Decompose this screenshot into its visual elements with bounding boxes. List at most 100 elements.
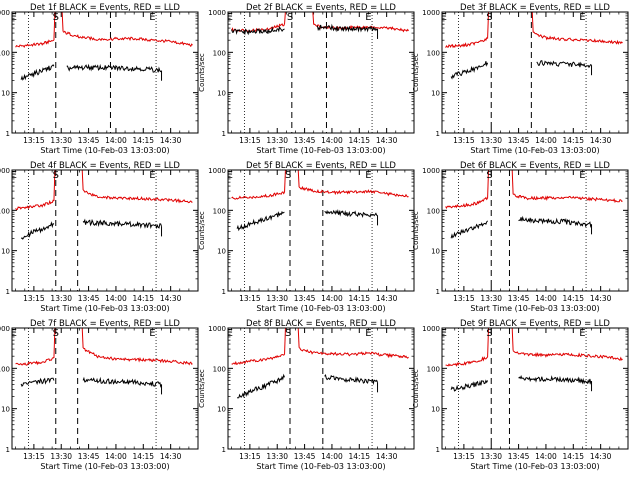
y-tick-label: 1000 [422, 9, 440, 17]
y-tick-label: 1000 [0, 167, 10, 175]
y-tick-label: 100 [213, 365, 226, 373]
y-tick-label: 1000 [208, 325, 226, 333]
series-events-line [82, 218, 162, 230]
interval-marker-e: E [365, 328, 371, 339]
x-tick-label: 14:30 [160, 294, 182, 303]
series-events-line [324, 373, 378, 386]
series-lld-line [15, 357, 55, 366]
series-lld-line [533, 31, 623, 45]
y-tick-label: 100 [213, 49, 226, 57]
y-tick-label: 10 [217, 406, 226, 414]
x-tick-label: 13:45 [508, 294, 530, 303]
x-axis-label: Start Time (10-Feb-03 13:03:00) [470, 146, 599, 155]
y-tick-label: 1 [222, 288, 226, 296]
y-tick-label: 1 [436, 130, 440, 138]
panel-title: Det 9f BLACK = Events, RED = LLD [460, 319, 610, 329]
y-tick-label: 1 [6, 446, 10, 454]
y-tick-label: 10 [1, 248, 10, 256]
series-events-line [316, 23, 378, 33]
x-tick-label: 14:30 [590, 136, 612, 145]
series-lld-line [15, 199, 55, 211]
interval-marker-s: S [285, 170, 291, 181]
interval-marker-e: E [441, 12, 447, 23]
series-lld-flare-decay [81, 328, 84, 349]
series-lld-flare-rise [487, 328, 490, 358]
y-tick-label: 1 [436, 446, 440, 454]
series-lld-line [445, 356, 488, 367]
x-tick-label: 13:45 [78, 136, 100, 145]
series-lld-line [512, 193, 623, 204]
interval-marker-e: E [579, 328, 585, 339]
interval-marker-e: E [365, 170, 371, 181]
panel-plot-area [445, 328, 623, 392]
x-tick-label: 13:30 [266, 452, 288, 461]
x-axis-label: Start Time (10-Feb-03 13:03:00) [256, 462, 385, 471]
series-events-line [20, 221, 55, 240]
x-tick-label: 14:00 [321, 294, 343, 303]
panel-plot-area [231, 328, 409, 399]
x-tick-label: 13:30 [480, 136, 502, 145]
series-lld-line [231, 191, 285, 200]
y-tick-label: 10 [431, 90, 440, 98]
series-lld-flare-decay [81, 170, 84, 190]
interval-marker-e: E [579, 12, 585, 23]
x-tick-label: 13:15 [239, 294, 261, 303]
x-tick-label: 14:15 [132, 294, 154, 303]
series-lld-flare-decay [297, 328, 300, 348]
y-axis-label: Counts/sec [198, 211, 206, 250]
y-axis-label: Counts/sec [412, 211, 420, 250]
x-tick-label: 13:15 [453, 452, 475, 461]
series-events-line [236, 373, 285, 399]
interval-marker-e: E [441, 170, 447, 181]
x-axis-label: Start Time (10-Feb-03 13:03:00) [40, 462, 169, 471]
panel-plot-area [231, 12, 409, 39]
panel-title: Det 2f BLACK = Events, RED = LLD [246, 3, 396, 13]
y-tick-label: 10 [431, 248, 440, 256]
detector-panel-4: Det 4f BLACK = Events, RED = LLDCounts/s… [0, 161, 199, 313]
panel-title: Det 1f BLACK = Events, RED = LLD [30, 3, 180, 13]
series-events-line [450, 61, 489, 80]
series-events-line [82, 376, 162, 388]
series-lld-line [512, 350, 623, 361]
y-tick-label: 1000 [0, 325, 10, 333]
x-tick-label: 14:00 [321, 452, 343, 461]
x-tick-label: 14:30 [590, 452, 612, 461]
series-lld-flare-rise [53, 170, 56, 202]
y-tick-label: 1 [222, 446, 226, 454]
x-tick-label: 13:15 [23, 136, 45, 145]
detector-panel-7: Det 7f BLACK = Events, RED = LLDCounts/s… [0, 319, 199, 471]
x-tick-label: 14:15 [132, 136, 154, 145]
panel-frame [11, 327, 199, 450]
series-lld-line [231, 354, 285, 366]
x-tick-label: 14:00 [321, 136, 343, 145]
x-tick-label: 14:15 [348, 294, 370, 303]
x-tick-label: 13:30 [50, 294, 72, 303]
x-tick-label: 13:30 [266, 294, 288, 303]
detector-panel-3: Det 3f BLACK = Events, RED = LLD Counts/s… [412, 3, 629, 155]
series-lld-flare-decay [511, 170, 514, 195]
panel-plot-area [15, 12, 193, 81]
x-tick-label: 13:30 [50, 136, 72, 145]
y-tick-label: 100 [427, 365, 440, 373]
series-lld-flare-decay [297, 170, 300, 188]
series-lld-flare-rise [487, 12, 490, 39]
x-tick-label: 13:30 [50, 452, 72, 461]
x-tick-label: 14:30 [160, 136, 182, 145]
interval-marker-s: S [486, 12, 492, 23]
y-tick-label: 1000 [0, 9, 10, 17]
x-tick-label: 14:00 [535, 294, 557, 303]
detector-panel-9: Det 9f BLACK = Events, RED = LLD Counts/s… [412, 319, 629, 471]
x-tick-label: 13:30 [480, 452, 502, 461]
x-tick-label: 13:15 [239, 452, 261, 461]
series-events-line [450, 379, 489, 392]
series-lld-line [82, 189, 193, 204]
x-tick-label: 14:15 [348, 136, 370, 145]
series-lld-line [298, 185, 409, 198]
detector-panel-6: Det 6f BLACK = Events, RED = LLD Counts/s… [412, 161, 629, 313]
y-tick-label: 1 [436, 288, 440, 296]
y-tick-label: 10 [1, 406, 10, 414]
x-tick-label: 14:15 [562, 294, 584, 303]
detector-panel-2: Det 2f BLACK = Events, RED = LLD Counts/s… [198, 3, 415, 155]
x-tick-label: 14:00 [535, 136, 557, 145]
